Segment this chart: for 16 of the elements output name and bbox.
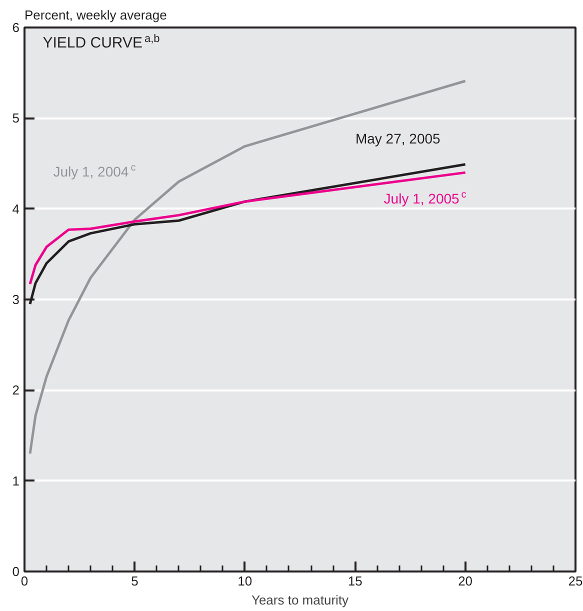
y-tick-label: 6 <box>12 20 20 35</box>
x-tick-label: 15 <box>348 574 362 588</box>
y-tick-label: 4 <box>12 201 20 216</box>
x-tick-label: 25 <box>568 574 583 588</box>
x-tick-label: 20 <box>458 574 473 588</box>
y-tick-label: 1 <box>12 473 20 488</box>
x-tick-label: 10 <box>238 574 252 588</box>
y-axis-title: Percent, weekly average <box>24 8 167 22</box>
series-label: May 27, 2005 <box>355 130 441 146</box>
x-axis-title: Years to maturity <box>251 592 350 608</box>
y-tick-label: 2 <box>12 382 20 398</box>
y-tick-label: 3 <box>12 292 20 307</box>
line-series <box>28 80 467 455</box>
y-tick-label: 5 <box>12 110 20 126</box>
y-tick-label: 0 <box>12 564 20 579</box>
x-tick-label: 5 <box>131 574 138 588</box>
